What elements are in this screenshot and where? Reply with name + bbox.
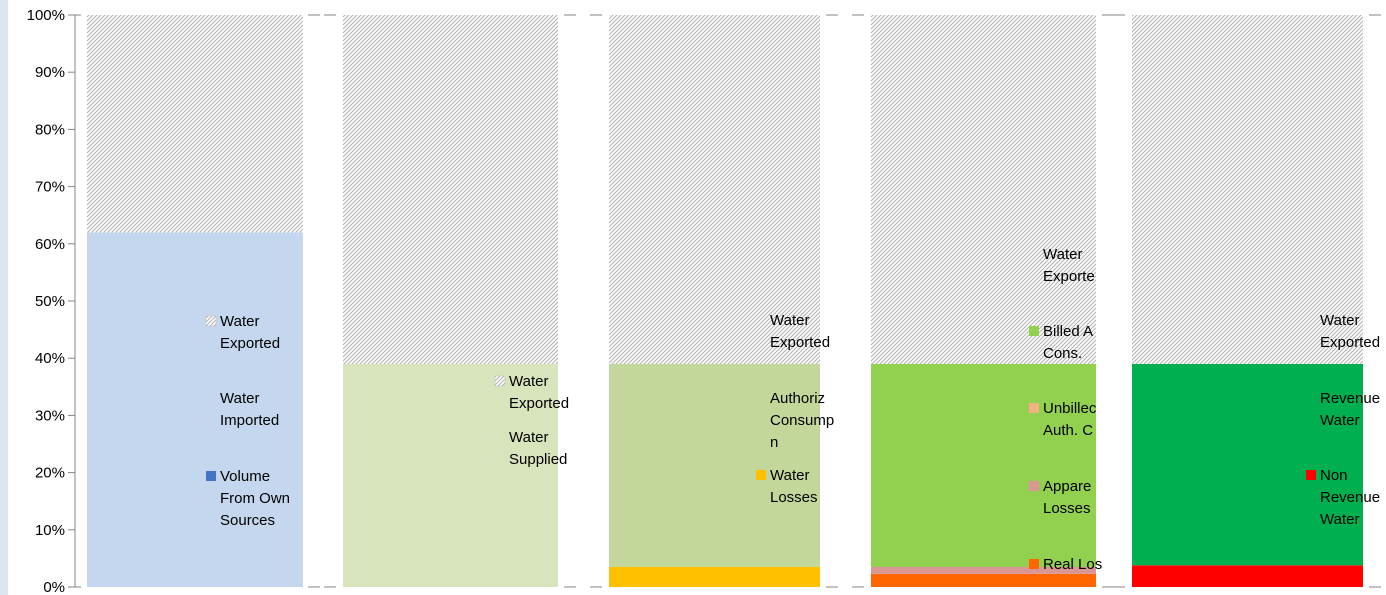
legend-label: Water	[1320, 412, 1359, 429]
legend-label: Real Los	[1043, 556, 1102, 573]
panel-5: Water Exported Revenue Water Non Revenue Water	[1113, 14, 1381, 588]
legend-label: Exporte	[1043, 268, 1095, 285]
bar-segment	[343, 363, 558, 587]
legend-label: Authoriz	[770, 390, 825, 407]
legend-label: Revenue	[1320, 489, 1380, 506]
legend-label: Losses	[770, 489, 818, 506]
legend-label: Water	[220, 390, 259, 407]
y-tick-label: 60%	[35, 236, 65, 253]
legend-label: Volume	[220, 468, 270, 485]
legend-marker	[206, 471, 216, 481]
legend-label: Unbillec	[1043, 400, 1097, 417]
legend-label: Revenue	[1320, 390, 1380, 407]
y-axis: 0% 10% 20% 30% 40% 50% 60% 70% 80% 90% 100%	[27, 7, 76, 595]
legend-label: Water	[1320, 312, 1359, 329]
legend-label: Water	[770, 467, 809, 484]
bar-segment	[871, 573, 1096, 587]
legend-label: Billed A	[1043, 323, 1093, 340]
legend-label: Exported	[220, 335, 280, 352]
panel-3: Water Exported Authoriz Consump n Water Losses	[590, 14, 838, 588]
legend-label: n	[770, 434, 778, 451]
bar-segment	[87, 232, 303, 588]
y-tick-label: 80%	[35, 121, 65, 138]
y-tick-label: 100%	[27, 7, 65, 24]
legend-entry: Water Exporte	[1043, 246, 1095, 285]
legend-entry: Water Exported	[1320, 312, 1380, 351]
legend-marker-hatch	[205, 315, 217, 327]
bar-segment	[343, 15, 558, 364]
legend-marker	[1029, 481, 1039, 491]
bar-segment	[1132, 565, 1363, 587]
legend-label: From Own	[220, 490, 290, 507]
bar-segment	[609, 566, 820, 587]
legend-label: Exported	[1320, 334, 1380, 351]
y-tick-label: 20%	[35, 465, 65, 482]
panel-4: Water Exporte Billed A Cons. Unbillec Auth. C…	[852, 14, 1114, 588]
legend-entry: Water Supplied	[509, 429, 567, 468]
legend-label: Losses	[1043, 500, 1091, 517]
legend-label: Water	[770, 312, 809, 329]
y-tick-label: 50%	[35, 293, 65, 310]
legend-entry: Unbillec Auth. C	[1029, 400, 1097, 439]
y-tick-label: 90%	[35, 64, 65, 81]
legend-label: Water	[509, 373, 548, 390]
legend-label: Appare	[1043, 478, 1091, 495]
legend-label: Exported	[770, 334, 830, 351]
legend-entry: Water Exported	[494, 373, 569, 412]
legend-entry: Water Exported	[205, 313, 280, 352]
legend-marker	[756, 470, 766, 480]
legend-label: Sources	[220, 512, 275, 529]
legend-label: Auth. C	[1043, 422, 1093, 439]
legend-marker	[1029, 326, 1039, 336]
legend-label: Supplied	[509, 451, 567, 468]
legend-entry: Non Revenue Water	[1306, 467, 1380, 528]
y-tick-label: 10%	[35, 522, 65, 539]
legend-label: Imported	[220, 412, 279, 429]
legend-marker-hatch	[494, 375, 506, 387]
legend-label: Water	[1043, 246, 1082, 263]
bar-segment	[609, 15, 820, 364]
bar-segment	[1132, 363, 1363, 566]
legend-entry: Revenue Water	[1320, 390, 1380, 429]
legend-entry: Real Los	[1029, 556, 1102, 573]
legend-label: Cons.	[1043, 345, 1082, 362]
y-tick-label: 30%	[35, 407, 65, 424]
legend-marker	[1306, 470, 1316, 480]
chart-panels: Water Exported Water Imported Volume From Own…	[69, 14, 1381, 588]
bar-segment	[871, 15, 1096, 364]
bar-segment	[87, 15, 303, 233]
legend-entry: Appare Losses	[1029, 478, 1091, 517]
legend-label: Non	[1320, 467, 1348, 484]
y-tick-label: 0%	[43, 579, 65, 595]
legend-entry: Water Exported	[770, 312, 830, 351]
legend-marker	[1029, 559, 1039, 569]
y-tick-label: 70%	[35, 179, 65, 196]
bar-segment	[1132, 15, 1363, 364]
legend-entry: Authoriz Consump n	[770, 390, 834, 451]
legend-label: Water	[1320, 511, 1359, 528]
legend-entry: Water Imported	[220, 390, 279, 429]
legend-entry: Billed A Cons.	[1029, 323, 1093, 362]
bar-segment	[609, 363, 820, 567]
panel-2: Water Exported Water Supplied	[324, 14, 576, 588]
legend-label: Exported	[509, 395, 569, 412]
panel-1: Water Exported Water Imported Volume From Own…	[69, 14, 320, 588]
legend-label: Water	[220, 313, 259, 330]
legend-label: Water	[509, 429, 548, 446]
legend-entry: Water Losses	[756, 467, 818, 506]
legend-entry: Volume From Own Sources	[206, 468, 290, 529]
bar-segment	[871, 566, 1096, 574]
left-edge-strip	[0, 0, 8, 595]
legend-marker	[1029, 403, 1039, 413]
legend-label: Consump	[770, 412, 834, 429]
y-tick-label: 40%	[35, 350, 65, 367]
bar-segment	[871, 363, 1096, 567]
